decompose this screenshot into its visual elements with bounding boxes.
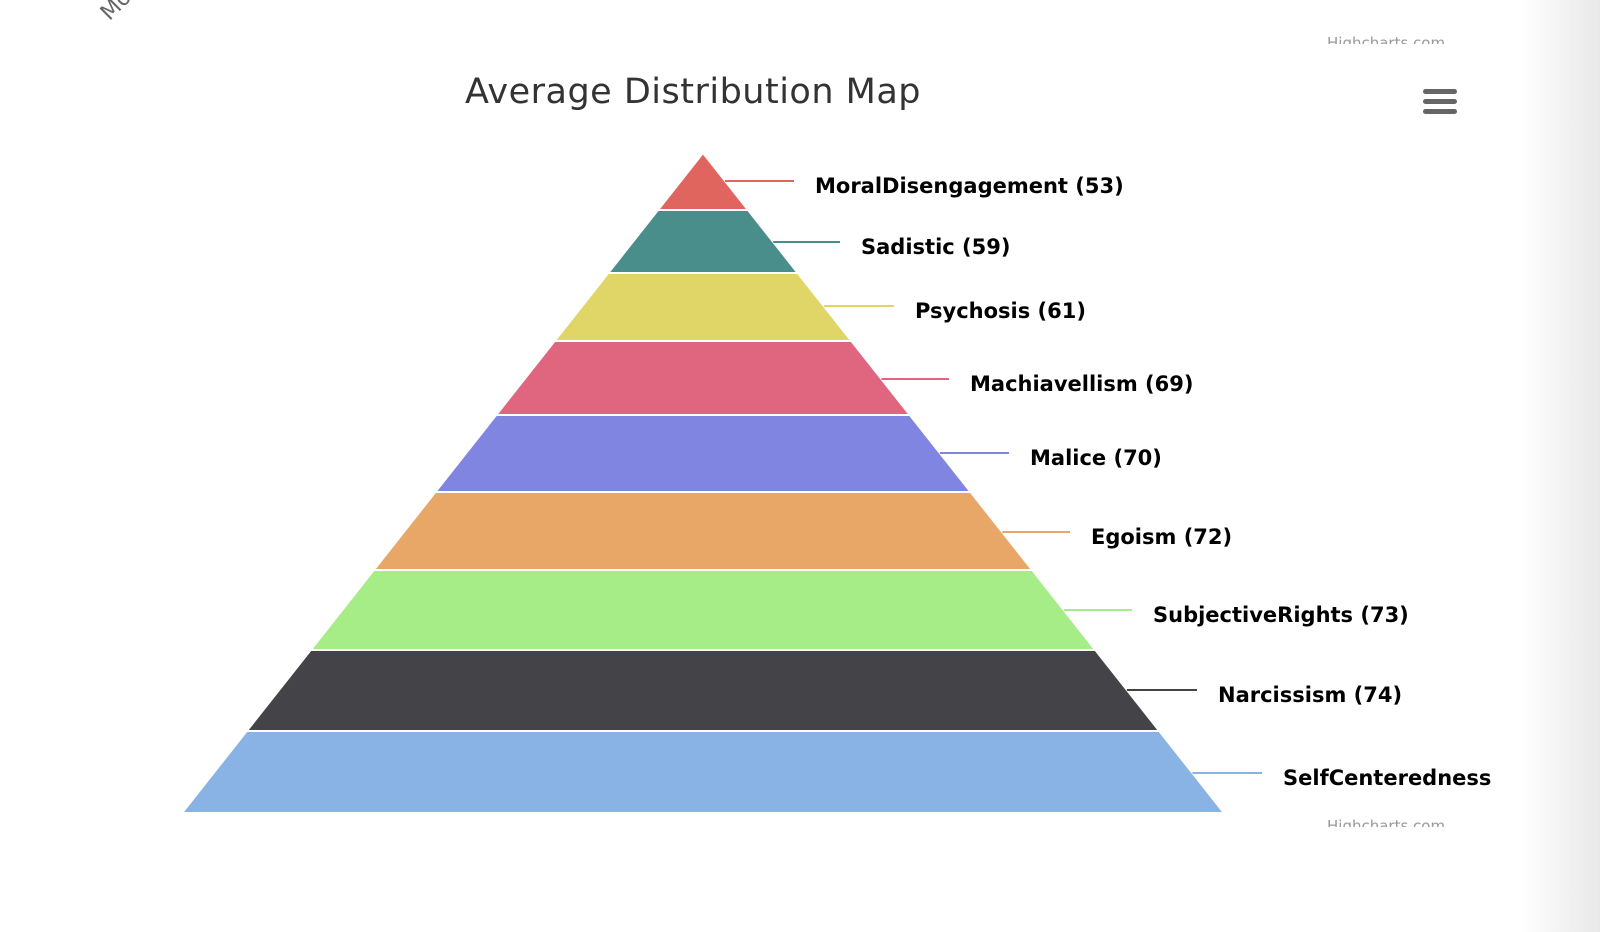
page-edge-shadow <box>1520 0 1600 932</box>
data-label-machiavellism: Machiavellism (69) <box>970 372 1193 396</box>
data-label-narcissism: Narcissism (74) <box>1218 683 1402 707</box>
credits-link-top[interactable]: Highcharts.com <box>1327 34 1446 44</box>
data-label-sadistic: Sadistic (59) <box>861 235 1010 259</box>
data-label-selfcenteredness: SelfCenteredness <box>1283 766 1491 790</box>
pyramid-segment-subjectiverights[interactable] <box>308 569 1098 651</box>
context-menu-button[interactable] <box>1420 86 1458 118</box>
pyramid-segment-malice[interactable] <box>433 414 973 493</box>
pyramid-segment-machiavellism[interactable] <box>494 340 912 416</box>
pyramid-segment-narcissism[interactable] <box>244 649 1162 732</box>
data-label-egoism: Egoism (72) <box>1091 525 1232 549</box>
data-label-subjectiverights: SubjectiveRights (73) <box>1153 603 1409 627</box>
pyramid-segment-selfcenteredness[interactable] <box>179 730 1227 814</box>
data-label-malice: Malice (70) <box>1030 446 1162 470</box>
pyramid-segment-sadistic[interactable] <box>606 209 800 274</box>
data-label-moraldisengagement: MoralDisengagement (53) <box>815 174 1124 198</box>
data-label-psychosis: Psychosis (61) <box>915 299 1086 323</box>
pyramid-segment-egoism[interactable] <box>371 491 1035 571</box>
credits-link-bottom[interactable]: Highcharts.com <box>1327 817 1446 827</box>
chart-title: Average Distribution Map <box>464 72 922 112</box>
pyramid-segment-psychosis[interactable] <box>552 272 854 342</box>
